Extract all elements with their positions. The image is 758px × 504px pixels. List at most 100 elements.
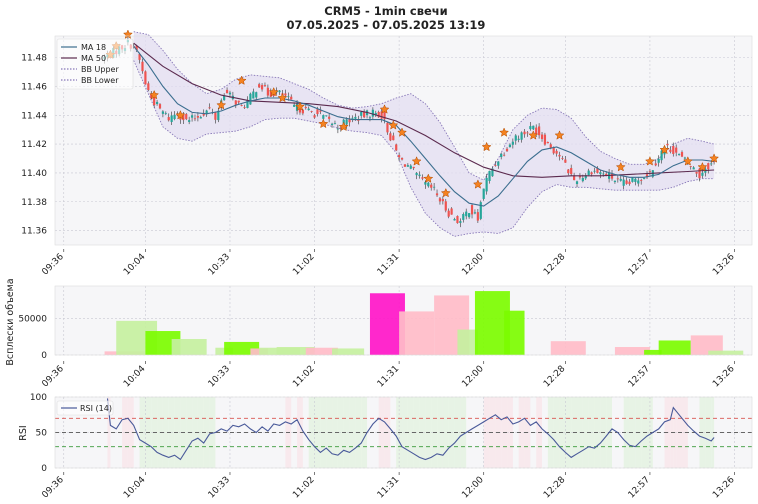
candle-body [707, 163, 710, 170]
chart-title-line1: CRM5 - 1min свечи [324, 4, 448, 18]
candle-body [301, 109, 304, 114]
rsi-zone-shade [203, 397, 210, 468]
volume-bar-14 [457, 329, 478, 355]
candle-body [182, 114, 185, 121]
candle-body [680, 152, 684, 157]
price-panel: 11.36 11.38 11.40 11.42 11.44 11.46 11.48 MA 18… [21, 29, 753, 278]
candle-body [389, 133, 392, 141]
volume-bar-20 [658, 340, 691, 355]
volume-frame [54, 285, 753, 356]
rsi-xtick-label-0: 09:36 [40, 475, 66, 501]
volume-bar-9 [305, 347, 338, 355]
candle-body [549, 144, 552, 149]
price-legend: MA 18 MA 50 BB Upper BB Lower [56, 38, 134, 90]
volume-bar-2 [145, 331, 181, 355]
signal-star-8 [277, 92, 288, 103]
candle-body [552, 147, 555, 154]
candle-body [424, 181, 427, 185]
candle-body [491, 168, 494, 177]
candle-body [698, 168, 701, 179]
candle-body [590, 172, 593, 175]
rsi-panel: 0 50 100 RSI (14) 09:36 10:04 10:33 11:02 11:31 1… [30, 393, 753, 501]
candle-body [263, 85, 267, 87]
candle-body [307, 108, 310, 111]
candle-body [155, 101, 159, 104]
candle-body [677, 153, 681, 155]
candle-body [141, 61, 144, 72]
candle-body [523, 131, 526, 135]
candle-body [479, 202, 482, 219]
candle-body [602, 173, 605, 175]
candle-body [290, 96, 293, 100]
candle-body [328, 116, 331, 119]
signal-star-5 [216, 99, 227, 110]
bb-upper-line [133, 31, 715, 181]
candle-body [599, 172, 602, 175]
candle-body [596, 168, 599, 173]
candle-body [613, 180, 617, 183]
candle-body [214, 112, 217, 120]
candle-body [392, 135, 395, 141]
candle-body [634, 178, 637, 182]
price-ytick-1: 11.38 [21, 198, 47, 208]
rsi-zone-shade [407, 397, 414, 468]
candle-body [135, 45, 138, 51]
signal-star-19 [481, 141, 492, 152]
candle-body [654, 163, 657, 166]
candle-body [374, 112, 377, 116]
signal-star-9 [294, 101, 305, 111]
candle-body [692, 167, 695, 170]
candle-body [666, 143, 669, 146]
volume-bar-21 [690, 335, 723, 355]
candle-body [380, 111, 383, 119]
signal-star-7 [268, 86, 279, 97]
candle-body [412, 166, 415, 169]
rsi-xtick-label-5: 12:00 [460, 475, 486, 501]
rsi-xtick-label-8: 13:26 [711, 475, 737, 501]
candle-body [284, 93, 287, 96]
candle-body [622, 179, 625, 186]
signal-star-4 [175, 110, 186, 120]
rsi-ytick-2: 100 [30, 393, 47, 403]
price-xtick-label-6: 12:28 [542, 252, 568, 278]
signal-star-23 [615, 161, 626, 172]
candle-body [196, 116, 199, 118]
rsi-zone-shade [623, 397, 630, 468]
price-legend-label-3: BB Lower [81, 76, 119, 85]
candle-body [540, 134, 544, 140]
candle-body [243, 107, 246, 109]
price-legend-label-0: MA 18 [81, 43, 106, 52]
rsi-xtick-label-3: 11:02 [291, 475, 316, 500]
candle-body [430, 184, 433, 188]
candle-body [205, 110, 208, 115]
candle-body [167, 117, 170, 121]
rsi-zone-shade [547, 397, 554, 468]
price-ytick-2: 11.40 [21, 169, 47, 179]
rsi-zone-shade [518, 397, 525, 468]
signal-star-14 [397, 127, 408, 137]
volume-bar-22 [708, 350, 744, 355]
candle-body [225, 89, 229, 94]
candle-body [360, 111, 363, 116]
price-xtick-label-7: 12:57 [627, 252, 652, 277]
candle-body [482, 188, 485, 199]
signal-star-21 [528, 130, 539, 140]
candle-body [587, 170, 590, 176]
candle-body [266, 87, 269, 96]
candle-body [628, 181, 631, 185]
rsi-xtick-label-2: 10:33 [207, 475, 232, 500]
rsi-legend-label: RSI (14) [80, 404, 112, 413]
candle-body [520, 132, 523, 140]
signal-star-25 [659, 144, 670, 155]
candle-body [625, 180, 628, 184]
price-frame [54, 35, 753, 246]
price-xtick-label-4: 11:31 [376, 252, 401, 277]
signal-star-24 [644, 156, 655, 166]
candle-body [631, 177, 634, 182]
candle-body [558, 154, 561, 157]
volume-bar-12 [399, 311, 435, 355]
price-xtick-label-3: 11:02 [291, 252, 316, 277]
ma18-line [133, 45, 715, 207]
signal-star-16 [423, 173, 434, 183]
candle-body [158, 104, 162, 109]
